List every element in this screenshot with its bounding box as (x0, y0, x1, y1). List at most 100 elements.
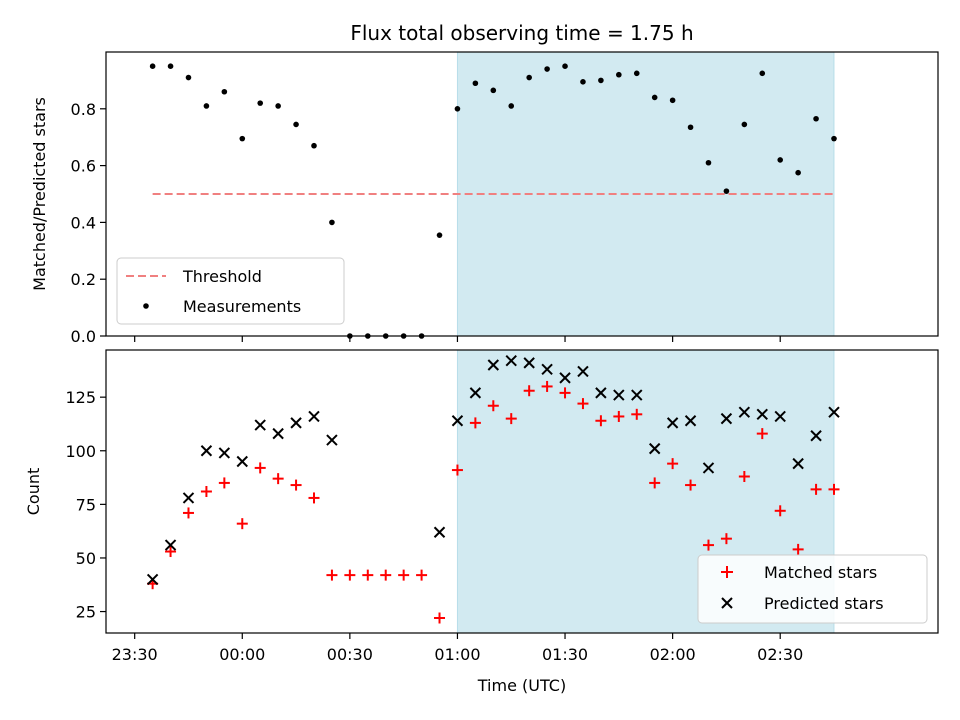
matched-star-marker (667, 458, 679, 470)
measurement-point (598, 77, 604, 84)
matched-star-marker (756, 428, 768, 440)
top-y-ticks: 0.0 0.2 0.4 0.6 0.8 (71, 100, 106, 346)
measurement-points (149, 63, 837, 339)
matched-star-marker (362, 569, 374, 581)
matched-star-marker (200, 486, 212, 497)
matched-star-marker (702, 539, 714, 551)
bottom-y-tick-label: 125 (65, 388, 96, 407)
legend-predicted-label: Predicted stars (764, 594, 884, 613)
measurement-point (508, 103, 515, 109)
predicted-star-marker (720, 412, 733, 425)
measurement-point (616, 71, 622, 78)
measurement-point (633, 70, 640, 77)
predicted-star-marker (254, 419, 266, 431)
predicted-star-marker (218, 447, 231, 459)
measurement-point (329, 219, 335, 226)
predicted-star-marker (828, 406, 840, 418)
measurement-point (759, 70, 766, 77)
matched-star-marker (165, 546, 177, 558)
measurement-point (454, 106, 461, 112)
matched-star-marker (182, 507, 194, 519)
matched-star-marker (218, 477, 230, 489)
legend-matched-swatch (721, 566, 733, 578)
top-y-axis-label: Matched/Predicted stars (30, 97, 49, 291)
top-y-tick-label: 0.0 (71, 327, 96, 346)
x-tick-label: 02:00 (650, 645, 696, 664)
matched-star-marker (236, 518, 248, 530)
top-legend: Threshold Measurements (116, 257, 345, 325)
measurement-point (436, 232, 443, 238)
measurement-point (472, 80, 479, 87)
legend-predicted-swatch (721, 597, 733, 609)
matched-star-marker (308, 492, 320, 504)
predicted-star-marker (684, 415, 697, 427)
matched-star-marker (469, 417, 481, 429)
x-axis-label: Time (UTC) (477, 676, 566, 695)
matched-star-marker (487, 400, 499, 412)
measurement-point (813, 115, 819, 122)
measurement-point (257, 100, 264, 106)
matched-star-marker (577, 398, 589, 410)
legend-threshold-label: Threshold (182, 267, 262, 286)
measurement-point (651, 94, 658, 101)
measurement-point (777, 157, 784, 163)
matched-stars-points (147, 380, 840, 624)
top-y-tick-label: 0.8 (71, 100, 96, 119)
predicted-star-marker (792, 457, 804, 470)
predicted-star-marker (469, 387, 482, 399)
matched-star-marker (649, 477, 661, 489)
predicted-star-marker (290, 417, 302, 429)
bottom-y-tick-label: 100 (65, 442, 96, 461)
predicted-star-marker (326, 434, 338, 446)
measurement-point (185, 74, 192, 81)
predicted-star-marker (577, 365, 589, 378)
measurement-point (831, 135, 837, 142)
matched-star-marker (434, 612, 446, 624)
matched-star-marker (810, 483, 822, 495)
x-tick-label: 23:30 (112, 645, 158, 664)
bottom-legend: Matched stars Predicted stars (697, 554, 928, 624)
top-y-tick-label: 0.4 (71, 213, 96, 232)
matched-star-marker (631, 408, 643, 420)
chart-title: Flux total observing time = 1.75 h (350, 21, 693, 45)
legend-measurement-swatch (143, 303, 149, 309)
matched-star-marker (505, 413, 517, 425)
bottom-y-tick-label: 75 (76, 495, 96, 514)
bottom-x-ticks: 23:30 00:00 00:30 01:00 01:30 02:00 02:30 (112, 633, 803, 664)
bottom-y-axis-label: Count (24, 468, 43, 516)
predicted-star-marker (272, 427, 284, 440)
predicted-star-marker (146, 573, 159, 586)
matched-star-marker (685, 479, 697, 491)
bottom-panel: 25 50 75 100 125 23:30 00:00 00:30 01:00 01:30 02… (24, 349, 939, 695)
predicted-star-marker (451, 415, 464, 427)
bottom-y-tick-label: 25 (76, 603, 96, 622)
measurement-point (149, 63, 156, 69)
measurement-point (526, 74, 532, 81)
measurement-point (795, 169, 801, 176)
measurement-point (580, 79, 586, 85)
x-tick-label: 00:00 (219, 645, 265, 664)
measurement-point (293, 121, 299, 128)
predicted-star-marker (308, 410, 320, 423)
matched-star-marker (541, 380, 553, 392)
legend-measurement-label: Measurements (183, 297, 301, 316)
bottom-y-tick-label: 50 (76, 549, 96, 568)
top-legend-box (116, 257, 345, 325)
matched-star-marker (380, 569, 392, 581)
measurement-point (723, 188, 730, 194)
measurement-point (669, 97, 676, 104)
matched-star-marker (828, 483, 840, 495)
x-tick-label: 00:30 (327, 645, 373, 664)
measurement-point (490, 87, 497, 94)
matched-star-marker (416, 569, 428, 581)
predicted-star-marker (433, 526, 446, 538)
matched-star-marker (523, 385, 535, 397)
predicted-star-marker (559, 372, 571, 384)
measurement-point (203, 103, 210, 109)
measurement-point (705, 159, 712, 166)
predicted-star-marker (666, 417, 679, 429)
matched-star-marker (272, 473, 284, 485)
matched-star-marker (559, 387, 571, 399)
matched-star-marker (451, 464, 463, 476)
